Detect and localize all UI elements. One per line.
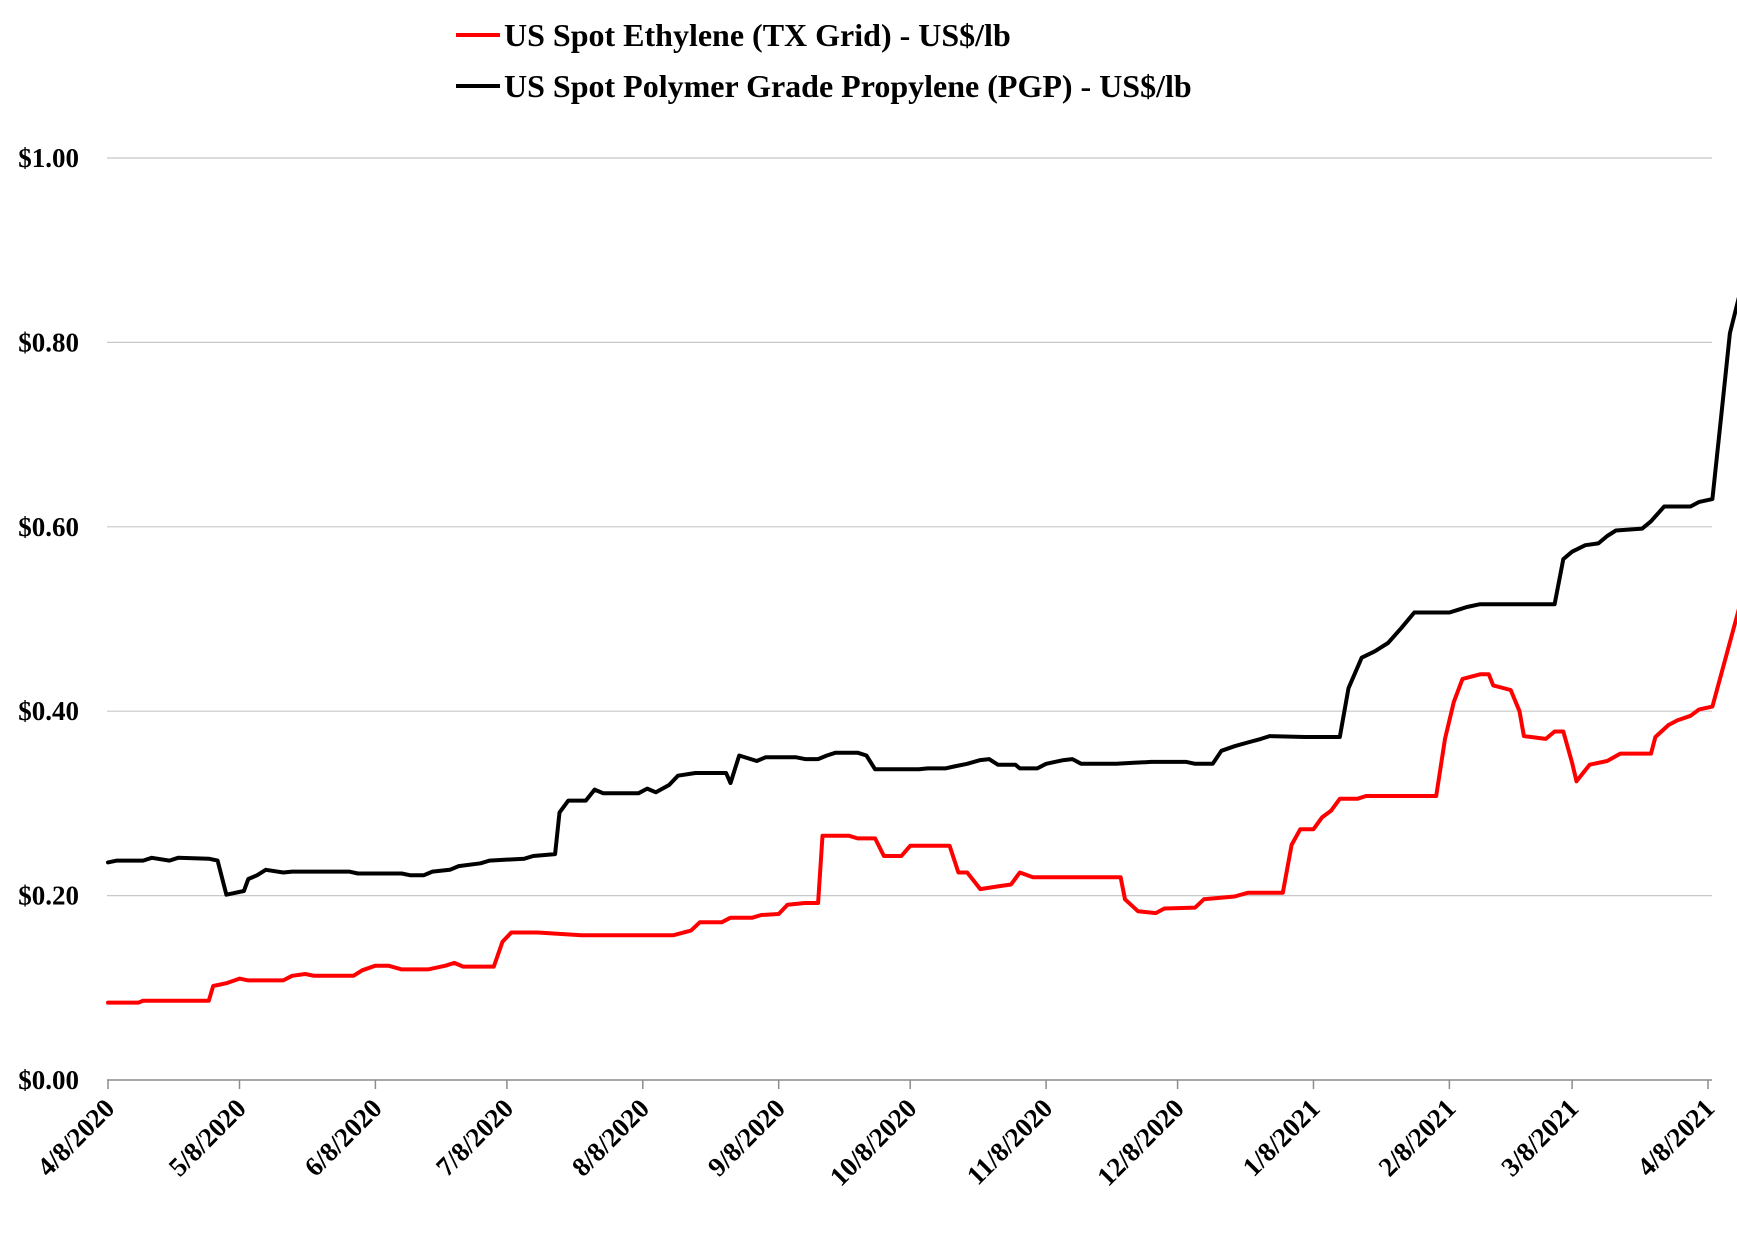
- x-tick-label-10: 2/8/2021: [1373, 1093, 1462, 1182]
- x-tick-label-12: 4/8/2021: [1631, 1093, 1720, 1182]
- y-tick-label-5: $1.00: [18, 143, 79, 173]
- legend-entry-propylene: US Spot Polymer Grade Propylene (PGP) - …: [456, 68, 1192, 104]
- x-tick-label-3: 7/8/2020: [430, 1093, 519, 1182]
- x-tick-label-0: 4/8/2020: [31, 1093, 120, 1182]
- x-tick-label-5: 9/8/2020: [702, 1093, 791, 1182]
- series-line-1: [106, 297, 1737, 897]
- series-line-0: [106, 608, 1737, 1005]
- x-tick-label-4: 8/8/2020: [566, 1093, 655, 1182]
- x-tick-label-6: 10/8/2020: [824, 1093, 923, 1192]
- x-tick-label-1: 5/8/2020: [163, 1093, 252, 1182]
- y-tick-label-2: $0.40: [18, 696, 79, 726]
- series-lines: [106, 297, 1737, 1005]
- y-tick-label-4: $0.80: [18, 327, 79, 357]
- axes: $0.00 $0.20 $0.40 $0.60 $0.80 $1.00 4/8/2020 5/…: [18, 143, 1720, 1192]
- legend-entry-ethylene: US Spot Ethylene (TX Grid) - US$/lb: [456, 17, 1011, 53]
- legend-label-propylene: US Spot Polymer Grade Propylene (PGP) - …: [504, 68, 1192, 104]
- x-tick-label-11: 3/8/2021: [1495, 1093, 1584, 1182]
- x-tick-label-7: 11/8/2020: [961, 1093, 1059, 1191]
- y-tick-label-1: $0.20: [18, 881, 79, 911]
- legend: US Spot Ethylene (TX Grid) - US$/lb US S…: [456, 17, 1192, 104]
- legend-label-ethylene: US Spot Ethylene (TX Grid) - US$/lb: [504, 17, 1011, 53]
- x-tick-label-9: 1/8/2021: [1237, 1093, 1326, 1182]
- x-tick-label-2: 6/8/2020: [299, 1093, 388, 1182]
- x-tick-label-8: 12/8/2020: [1091, 1093, 1190, 1192]
- y-tick-label-3: $0.60: [18, 512, 79, 542]
- y-tick-label-0: $0.00: [18, 1065, 79, 1095]
- grid-lines: [107, 157, 1712, 897]
